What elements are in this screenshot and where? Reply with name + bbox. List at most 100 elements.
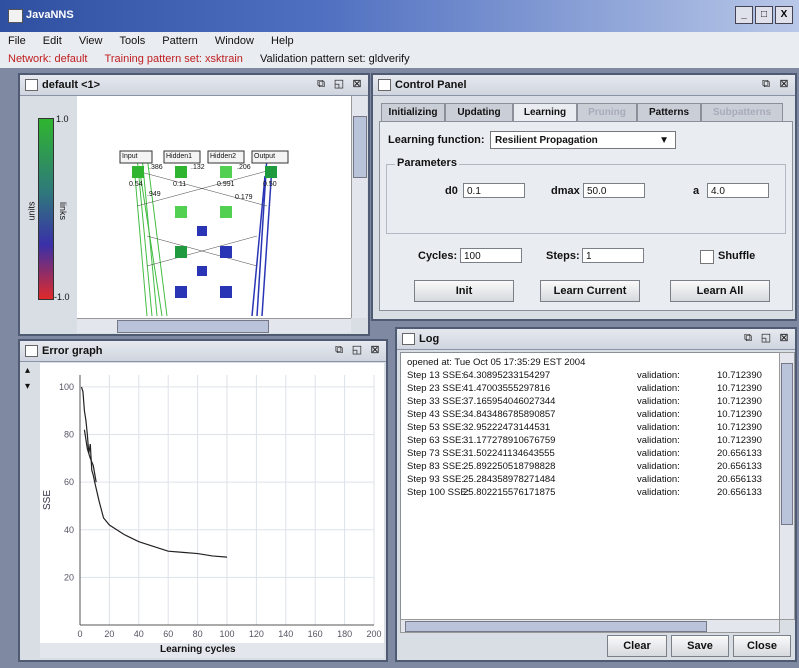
menu-help[interactable]: Help xyxy=(271,35,294,47)
maximize-icon[interactable]: ◱ xyxy=(351,344,363,356)
learn-current-button[interactable]: Learn Current xyxy=(540,280,640,302)
close-log-button[interactable]: Close xyxy=(733,635,791,657)
param-d0-input[interactable]: 0.1 xyxy=(463,183,525,198)
minimize-button[interactable]: _ xyxy=(735,6,753,24)
window-icon xyxy=(378,79,391,91)
x-tick-label: 40 xyxy=(134,629,144,639)
menu-file[interactable]: File xyxy=(8,35,26,47)
error-graph-svg: 0 20 40 60 80 100 120 140 160 180 200 20 40 60 80 100 SS… xyxy=(42,375,382,639)
log-line-val: validation: xyxy=(637,396,680,407)
init-button[interactable]: Init xyxy=(414,280,514,302)
close-icon[interactable]: ⊠ xyxy=(779,332,789,344)
log-line-sse: 37.165954046027344 xyxy=(463,396,556,407)
series-line-1 xyxy=(83,429,97,483)
window-icon xyxy=(25,79,38,91)
tab-learning[interactable]: Learning xyxy=(513,103,577,122)
zoom-down-icon[interactable]: ▾ xyxy=(25,381,31,392)
unit-value: .386 xyxy=(149,164,163,171)
tab-patterns[interactable]: Patterns xyxy=(637,103,701,122)
restore-icon[interactable]: ⧉ xyxy=(744,332,752,344)
chevron-down-icon: ▼ xyxy=(659,135,669,146)
restore-icon[interactable]: ⧉ xyxy=(762,78,770,90)
app-title: JavaNNS xyxy=(26,9,74,21)
x-tick-label: 80 xyxy=(193,629,203,639)
tab-pruning[interactable]: Pruning xyxy=(577,103,637,122)
color-scale-panel: 1.0 -1.0 units links xyxy=(20,96,77,332)
menu-tools[interactable]: Tools xyxy=(119,35,146,47)
log-line-step: Step 23 SSE: xyxy=(407,383,465,394)
scroll-thumb[interactable] xyxy=(405,621,707,632)
learn-all-button[interactable]: Learn All xyxy=(670,280,770,302)
y-tick-label: 100 xyxy=(59,382,74,392)
log-text-area[interactable]: opened at: Tue Oct 05 17:35:29 EST 2004 … xyxy=(400,352,780,620)
maximize-icon[interactable]: ◱ xyxy=(333,78,345,90)
scroll-thumb[interactable] xyxy=(781,363,793,525)
tab-subpatterns[interactable]: Subpatterns xyxy=(701,103,783,122)
tab-updating[interactable]: Updating xyxy=(445,103,513,122)
log-line-step: Step 63 SSE: xyxy=(407,435,465,446)
menu-edit[interactable]: Edit xyxy=(42,35,62,47)
save-button[interactable]: Save xyxy=(671,635,729,657)
horizontal-scrollbar[interactable] xyxy=(77,318,351,333)
restore-icon[interactable]: ⧉ xyxy=(335,344,343,356)
y-tick-label: 80 xyxy=(64,430,74,440)
param-a-input[interactable]: 4.0 xyxy=(707,183,769,198)
log-line-sse: 34.843486785890857 xyxy=(463,409,556,420)
app-title-bar: JavaNNS _ □ X xyxy=(0,0,799,32)
log-line-vnum: 10.712390 xyxy=(717,422,762,433)
app-icon xyxy=(8,9,23,23)
log-line-step: Step 83 SSE: xyxy=(407,461,465,472)
maximize-button[interactable]: □ xyxy=(755,6,773,24)
menu-view[interactable]: View xyxy=(78,35,103,47)
x-tick-label: 140 xyxy=(278,629,293,639)
maximize-icon[interactable]: ◱ xyxy=(760,332,772,344)
clear-button[interactable]: Clear xyxy=(607,635,667,657)
menu-pattern[interactable]: Pattern xyxy=(162,35,198,47)
network-diagram xyxy=(119,150,289,317)
y-axis-label: SSE xyxy=(42,490,53,510)
scroll-thumb[interactable] xyxy=(353,116,367,178)
graph-bottom-bar: Learning cycles xyxy=(40,643,384,658)
x-tick-label: 0 xyxy=(77,629,82,639)
layer-header-input: Input xyxy=(122,153,138,160)
parameters-group: Parameters d0 0.1 dmax 50.0 a 4.0 xyxy=(386,157,786,234)
log-line-step: Step 100 SSE: xyxy=(407,487,470,498)
x-tick-label: 200 xyxy=(366,629,381,639)
log-line-vnum: 20.656133 xyxy=(717,487,762,498)
log-line-val: validation: xyxy=(637,370,680,381)
x-axis-label: Learning cycles xyxy=(160,644,236,655)
close-icon[interactable]: ⊠ xyxy=(370,344,380,356)
graph-toolbar: ▴ ▾ xyxy=(22,363,40,643)
x-tick-label: 160 xyxy=(308,629,323,639)
close-icon[interactable]: ⊠ xyxy=(352,78,362,90)
steps-input[interactable]: 1 xyxy=(582,248,644,263)
param-a-label: a xyxy=(693,185,700,197)
scroll-thumb[interactable] xyxy=(117,320,269,333)
learning-function-label: Learning function: xyxy=(388,134,485,146)
close-button[interactable]: X xyxy=(775,6,793,24)
cycles-input[interactable]: 100 xyxy=(460,248,522,263)
unit-value: 0.50 xyxy=(263,181,277,188)
x-tick-label: 180 xyxy=(337,629,352,639)
layer-header-hidden1: Hidden1 xyxy=(166,153,193,160)
log-horizontal-scrollbar[interactable] xyxy=(400,619,780,633)
tab-initializing[interactable]: Initializing xyxy=(381,103,445,122)
y-tick-label: 40 xyxy=(64,525,74,535)
menu-window[interactable]: Window xyxy=(214,35,254,47)
learning-function-select[interactable]: Resilient Propagation ▼ xyxy=(490,131,676,149)
log-vertical-scrollbar[interactable] xyxy=(779,352,795,620)
vertical-scrollbar[interactable] xyxy=(351,96,367,318)
network-canvas[interactable]: Input Hidden1 Hidden2 Output 0.54 .386 0… xyxy=(77,96,351,318)
log-line-vnum: 20.656133 xyxy=(717,448,762,459)
close-icon[interactable]: ⊠ xyxy=(779,78,789,90)
log-line-sse: 31.502241134643555 xyxy=(463,448,555,459)
log-line-step: Step 93 SSE: xyxy=(407,474,465,485)
restore-icon[interactable]: ⧉ xyxy=(317,78,325,90)
x-tick-label: 120 xyxy=(249,629,264,639)
x-tick-label: 20 xyxy=(104,629,114,639)
param-dmax-input[interactable]: 50.0 xyxy=(583,183,645,198)
shuffle-label: Shuffle xyxy=(718,250,756,262)
shuffle-checkbox[interactable] xyxy=(700,250,714,264)
log-window: Log ⧉ ◱ ⊠ opened at: Tue Oct 05 17:35:29 E… xyxy=(395,327,797,662)
zoom-up-icon[interactable]: ▴ xyxy=(25,365,31,376)
